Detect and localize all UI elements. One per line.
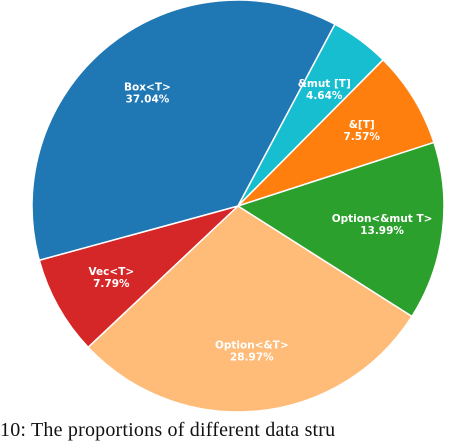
pie-slice-box-t: [31, 0, 336, 261]
slice-percent-option-mut-t: 13.99%: [360, 225, 404, 237]
slice-percent-t: 7.57%: [343, 131, 380, 143]
pie-slice-option-t: [87, 205, 413, 413]
slice-percent-vec-t: 7.79%: [93, 278, 130, 290]
figure-caption: 10: The proportions of different data st…: [0, 419, 336, 441]
slice-label-vec-t: Vec<T>: [89, 266, 135, 278]
pie-slice-vec-t: [38, 205, 239, 349]
slice-label-option-t: Option<&T>: [215, 340, 289, 352]
slice-percent-option-t: 28.97%: [230, 352, 274, 364]
slice-label-t: &[T]: [349, 119, 375, 131]
pie-slice-option-mut-t: [237, 141, 445, 318]
slice-label-mut-t: &mut [T]: [298, 78, 351, 90]
slice-percent-mut-t: 4.64%: [306, 90, 343, 102]
pie-slice-t: [237, 59, 435, 207]
slice-percent-box-t: 37.04%: [126, 93, 170, 105]
slice-label-option-mut-t: Option<&mut T>: [332, 213, 433, 225]
slice-label-box-t: Box<T>: [124, 81, 171, 93]
